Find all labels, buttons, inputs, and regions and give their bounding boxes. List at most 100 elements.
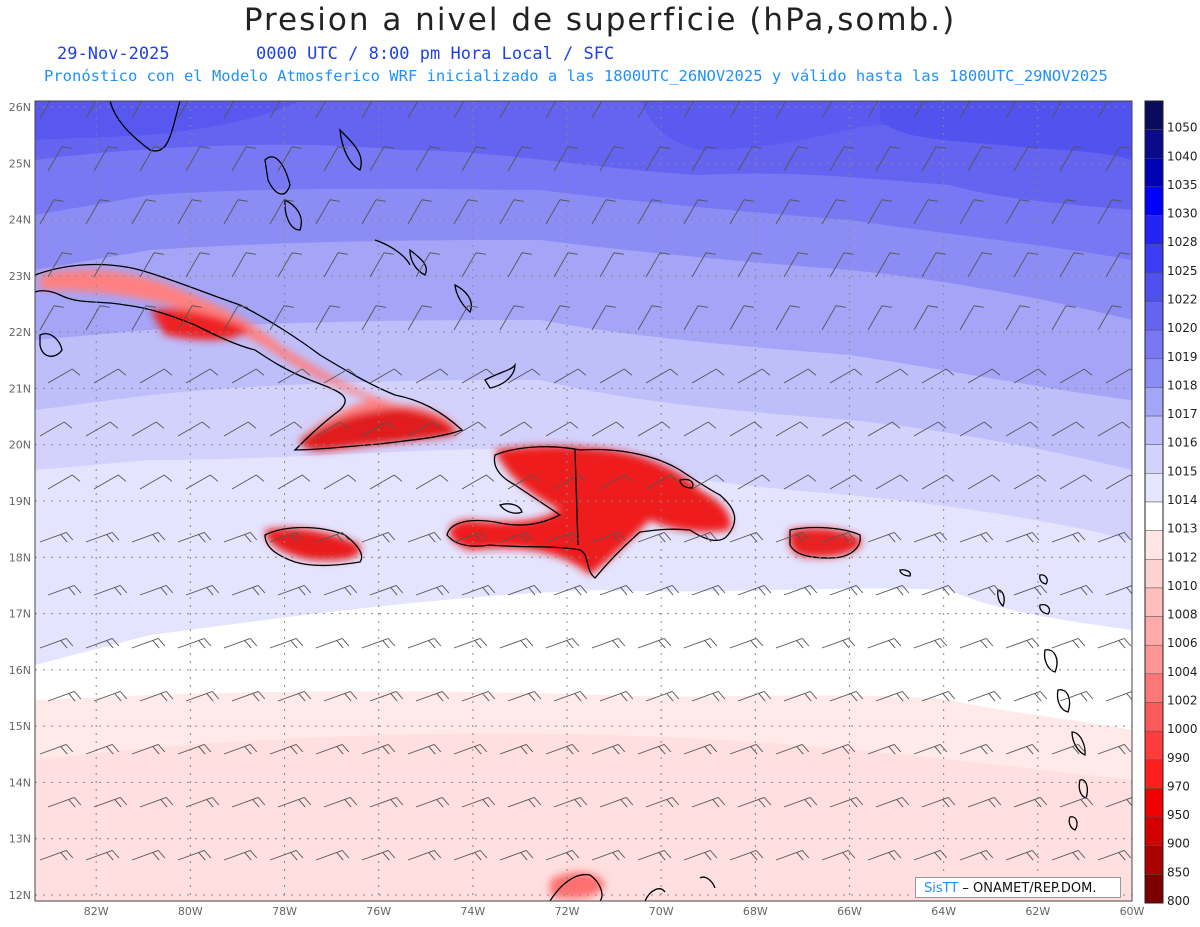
wind-barb: [177, 532, 212, 543]
wind-barb: [959, 101, 971, 119]
wind-barb: [315, 421, 349, 437]
colorbar-label: 1035: [1167, 178, 1198, 192]
wind-barb: [223, 305, 248, 331]
wind-barb: [691, 368, 725, 384]
wind-barb: [461, 474, 495, 490]
wind-barb: [921, 691, 956, 702]
wind-barb: [599, 797, 634, 808]
wind-barb: [591, 199, 616, 225]
wind-barb: [139, 368, 173, 384]
wind-barb: [269, 305, 294, 331]
wind-barb: [875, 797, 910, 808]
wind-barb: [1005, 638, 1040, 649]
wind-barb: [729, 101, 741, 119]
wind-barb: [545, 638, 580, 649]
wind-barb: [269, 638, 304, 649]
wind-barb: [1105, 146, 1130, 172]
wind-barb: [637, 305, 662, 331]
colorbar-label: 1016: [1167, 436, 1198, 450]
wind-barb: [783, 474, 817, 490]
wind-barb: [737, 585, 772, 596]
wind-barb: [599, 252, 624, 278]
wind-barb: [683, 305, 708, 331]
wind-barb: [223, 744, 258, 755]
wind-barb: [369, 797, 404, 808]
wind-barb: [1005, 199, 1030, 225]
wind-barb: [645, 691, 680, 702]
wind-barb: [913, 421, 947, 437]
wind-barb: [231, 252, 256, 278]
lat-label-25n: 25N: [9, 157, 31, 170]
wind-barb: [85, 305, 110, 331]
wind-barb: [93, 797, 128, 808]
wind-barb: [959, 421, 993, 437]
colorbar-label: 1012: [1167, 550, 1198, 564]
wind-barb: [867, 850, 902, 861]
pressure-field: [35, 101, 1132, 901]
colorbar-swatch: [1144, 100, 1164, 130]
wind-barb: [737, 797, 772, 808]
colorbar-label: 900: [1167, 837, 1190, 851]
wind-barb: [85, 744, 120, 755]
forecast-time: 0000 UTC / 8:00 pm Hora Local / SFC: [256, 44, 615, 64]
wind-barb: [913, 850, 948, 861]
wind-barb: [729, 199, 754, 225]
colorbar: 1050 1040 1035 1030 1028 1025 1022 1020 1019 1018…: [1144, 100, 1198, 908]
wind-barb: [599, 585, 634, 596]
wind-barb: [875, 585, 910, 596]
wind-barb: [93, 691, 128, 702]
wind-barb: [315, 101, 327, 119]
wind-barb: [361, 850, 396, 861]
wind-barb: [591, 421, 625, 437]
lat-label-22n: 22N: [9, 326, 31, 339]
wind-barb: [867, 101, 879, 119]
wind-barb: [269, 199, 294, 225]
lat-label-18n: 18N: [9, 551, 31, 564]
wind-barb: [637, 421, 671, 437]
wind-barb: [223, 101, 235, 119]
colorbar-swatch: [1144, 845, 1164, 875]
wind-barb: [637, 850, 672, 861]
wind-barb: [683, 638, 718, 649]
wind-barb: [545, 101, 557, 119]
wind-barb: [1105, 252, 1130, 278]
wind-barb: [821, 421, 855, 437]
wind-barb: [85, 850, 120, 861]
wind-barb: [323, 691, 358, 702]
wind-barb: [453, 101, 465, 119]
wind-barb: [369, 368, 403, 384]
wind-barb: [223, 850, 258, 861]
colorbar-swatch: [1144, 644, 1164, 675]
wind-barb: [867, 305, 892, 331]
wind-barb: [637, 638, 672, 649]
wind-barb: [829, 252, 854, 278]
wind-barb: [959, 744, 994, 755]
wind-barb: [85, 421, 119, 437]
wind-barb: [599, 474, 633, 490]
wind-barb: [461, 146, 486, 172]
wind-barb: [1059, 252, 1084, 278]
wind-barb: [39, 199, 64, 225]
lat-label-20n: 20N: [9, 439, 31, 452]
wind-barb: [1097, 638, 1132, 649]
colorbar-swatch: [1144, 730, 1164, 761]
wind-barb: [645, 368, 679, 384]
wind-barb: [415, 146, 440, 172]
lon-label-62w: 62W: [1025, 905, 1050, 918]
colorbar-label: 850: [1167, 865, 1190, 879]
wind-barb: [829, 585, 864, 596]
wind-barb: [185, 368, 219, 384]
wind-barb: [683, 532, 718, 543]
wind-barb: [821, 744, 856, 755]
colorbar-swatch: [1144, 759, 1164, 789]
wind-barb: [369, 252, 394, 278]
wind-barb: [361, 744, 396, 755]
wind-barb: [1013, 797, 1048, 808]
lon-label-70w: 70W: [649, 905, 674, 918]
wind-barb: [269, 101, 281, 119]
wind-barb: [277, 797, 312, 808]
wind-barb: [39, 421, 73, 437]
wind-barb: [1013, 585, 1048, 596]
lat-label-21n: 21N: [9, 382, 31, 395]
wind-barb: [223, 638, 258, 649]
